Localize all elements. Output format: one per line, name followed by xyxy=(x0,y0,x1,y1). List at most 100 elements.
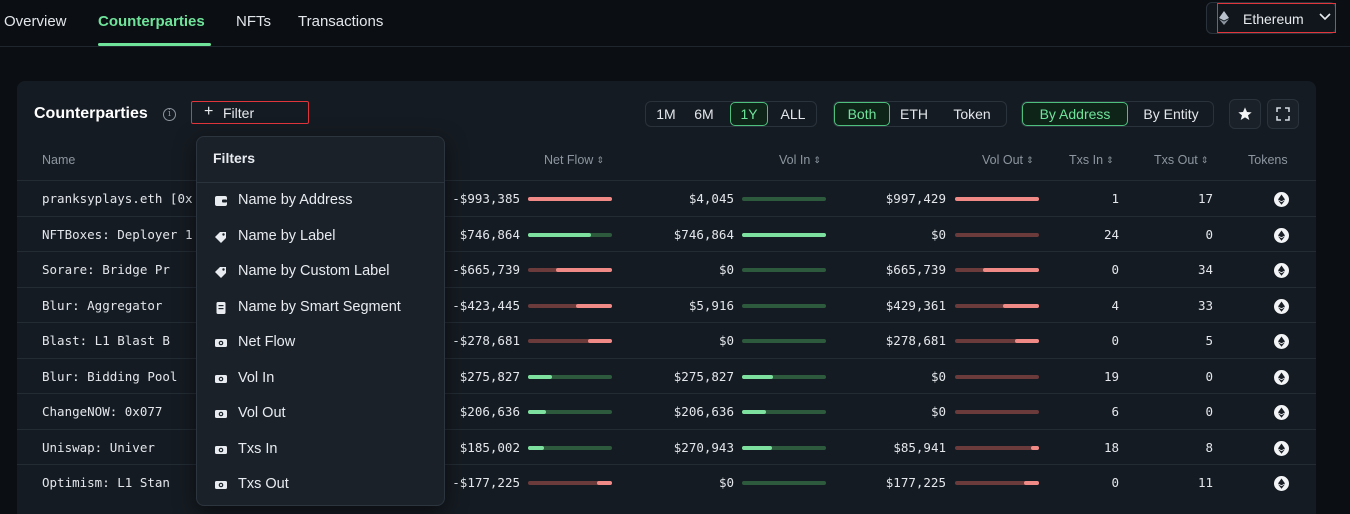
filter-option[interactable]: Txs Out xyxy=(197,467,444,502)
txs-out-value: 5 xyxy=(1205,333,1213,348)
chevron-down-icon xyxy=(1319,13,1331,21)
filter-option[interactable]: Txs In xyxy=(197,432,444,467)
ethereum-token-icon[interactable] xyxy=(1274,476,1289,491)
vol-out-value: $0 xyxy=(930,226,946,242)
range-6m[interactable]: 6M xyxy=(694,106,714,122)
txs-in-value: 6 xyxy=(1111,404,1119,419)
txs-out-value: 17 xyxy=(1197,191,1213,206)
group-by-entity[interactable]: By Entity xyxy=(1143,106,1199,122)
ethereum-token-icon[interactable] xyxy=(1274,227,1289,243)
group-by-address[interactable]: By Address xyxy=(1022,102,1128,126)
info-icon[interactable]: i xyxy=(163,108,176,121)
counterparty-name: Optimism: L1 Stan xyxy=(42,475,170,490)
tab-nfts[interactable]: NFTs xyxy=(236,13,271,30)
vol-out-value: $177,225 xyxy=(885,475,946,490)
asset-token[interactable]: Token xyxy=(953,106,991,122)
filter-option[interactable]: Name by Custom Label xyxy=(197,254,444,289)
filter-option[interactable]: Vol Out xyxy=(197,396,444,431)
asset-type-selector: Both ETH Token xyxy=(833,101,1007,127)
net-flow-value: $185,002 xyxy=(459,439,520,455)
vol-out-bar xyxy=(955,410,1039,414)
table-row[interactable]: Uniswap: Univer $185,002 $270,943 $85,941 18… xyxy=(17,428,1316,465)
ethereum-token-icon[interactable] xyxy=(1274,298,1289,314)
txs-out-value: 0 xyxy=(1205,226,1213,242)
vol-out-value: $665,739 xyxy=(885,262,946,277)
tag-icon xyxy=(215,231,226,243)
header-vol-in[interactable]: Vol In ⇕ xyxy=(779,153,821,167)
table-row[interactable]: ChangeNOW: 0x077 $206,636 $206,636 $0 6 0 xyxy=(17,393,1316,429)
filter-option[interactable]: Name by Smart Segment xyxy=(197,290,444,325)
expand-icon xyxy=(1276,107,1290,121)
net-flow-bar xyxy=(528,445,612,450)
table-row[interactable]: Blur: Aggregator -$423,445 $5,916 $429,361 4… xyxy=(17,286,1316,323)
txs-out-value: 8 xyxy=(1205,439,1213,455)
filter-option-label: Txs In xyxy=(238,440,278,457)
vol-in-bar xyxy=(742,232,826,237)
vol-in-value: $275,827 xyxy=(673,368,734,384)
filter-option-label: Vol Out xyxy=(238,405,286,421)
range-all[interactable]: ALL xyxy=(780,106,806,122)
header-txs-in[interactable]: Txs In ⇕ xyxy=(1069,153,1114,167)
table-row[interactable]: NFTBoxes: Deployer 1 $746,864 $746,864 $0 24… xyxy=(17,215,1316,252)
ethereum-token-icon[interactable] xyxy=(1274,405,1289,420)
counterparty-name: Blur: Aggregator xyxy=(42,297,163,313)
vol-in-bar xyxy=(742,374,826,379)
net-flow-bar xyxy=(528,374,612,379)
header-txs-out[interactable]: Txs Out ⇕ xyxy=(1154,153,1208,167)
ethereum-token-icon[interactable] xyxy=(1274,369,1289,385)
table-row[interactable]: Optimism: L1 Stan -$177,225 $0 $177,225 0 11 xyxy=(17,464,1316,500)
tab-transactions[interactable]: Transactions xyxy=(298,13,384,30)
header-vol-in-label: Vol In xyxy=(779,153,811,167)
filter-button[interactable]: + Filter xyxy=(191,101,309,124)
ethereum-icon xyxy=(1219,11,1229,25)
counterparty-name: Blur: Bidding Pool xyxy=(42,368,178,384)
txs-in-value: 0 xyxy=(1111,262,1119,277)
filter-option[interactable]: Name by Label xyxy=(197,219,444,254)
vol-in-bar xyxy=(742,197,826,201)
txs-in-value: 24 xyxy=(1103,226,1119,242)
vol-in-value: $0 xyxy=(718,475,734,490)
asset-both[interactable]: Both xyxy=(834,102,890,126)
vol-out-bar xyxy=(955,374,1039,379)
net-flow-bar xyxy=(528,410,612,414)
tab-overview[interactable]: Overview xyxy=(4,13,67,30)
filter-option[interactable]: Vol In xyxy=(197,361,444,396)
header-name[interactable]: Name xyxy=(42,153,76,167)
header-tokens: Tokens xyxy=(1248,153,1288,167)
header-txs-out-label: Txs Out xyxy=(1154,153,1198,167)
money-icon xyxy=(215,339,227,347)
chain-selector[interactable]: Ethereum xyxy=(1206,2,1336,34)
filter-option[interactable]: Name by Address xyxy=(197,183,444,218)
favorite-button[interactable] xyxy=(1229,99,1261,129)
vol-in-value: $746,864 xyxy=(673,226,734,242)
header-vol-out-label: Vol Out xyxy=(982,153,1023,167)
range-1y[interactable]: 1Y xyxy=(730,102,768,126)
net-flow-value: $275,827 xyxy=(459,368,520,384)
range-1m[interactable]: 1M xyxy=(656,106,676,122)
counterparty-name: ChangeNOW: 0x077 xyxy=(42,404,163,419)
group-by-selector: By Address By Entity xyxy=(1021,101,1214,127)
ethereum-token-icon[interactable] xyxy=(1274,440,1289,456)
table-row[interactable]: Blur: Bidding Pool $275,827 $275,827 $0 19 0 xyxy=(17,357,1316,394)
header-net-flow[interactable]: Net Flow ⇕ xyxy=(544,153,604,167)
filter-option[interactable]: Net Flow xyxy=(197,325,444,360)
asset-eth[interactable]: ETH xyxy=(900,106,928,122)
money-icon xyxy=(215,445,227,454)
filter-option-label: Vol In xyxy=(238,369,275,386)
table-row[interactable]: Sorare: Bridge Pr -$665,739 $0 $665,739 0 34 xyxy=(17,251,1316,287)
ethereum-token-icon[interactable] xyxy=(1274,192,1289,207)
ethereum-token-icon[interactable] xyxy=(1274,334,1289,349)
vol-in-bar xyxy=(742,303,826,308)
fullscreen-button[interactable] xyxy=(1267,99,1299,129)
header-vol-out[interactable]: Vol Out ⇕ xyxy=(982,153,1034,167)
vol-out-bar xyxy=(955,197,1039,201)
vol-in-bar xyxy=(742,445,826,450)
vol-out-bar xyxy=(955,232,1039,237)
txs-in-value: 19 xyxy=(1103,368,1119,384)
table-row[interactable]: Blast: L1 Blast B -$278,681 $0 $278,681 0 5 xyxy=(17,322,1316,358)
wallet-icon xyxy=(215,196,227,206)
table-row[interactable]: pranksyplays.eth [0x -$993,385 $4,045 $997,… xyxy=(17,180,1316,216)
sort-icon: ⇕ xyxy=(1026,155,1034,165)
ethereum-token-icon[interactable] xyxy=(1274,263,1289,278)
tab-counterparties[interactable]: Counterparties xyxy=(98,13,205,30)
